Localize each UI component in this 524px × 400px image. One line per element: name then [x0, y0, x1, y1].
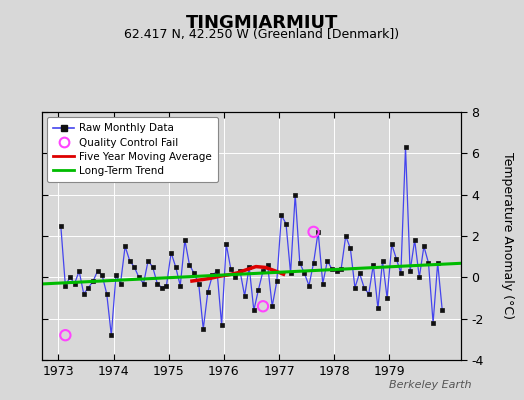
Line: Raw Monthly Data: Raw Monthly Data [59, 145, 444, 337]
Five Year Moving Average [271, 268, 278, 273]
Raw Monthly Data [232, 275, 238, 280]
Five Year Moving Average [198, 278, 204, 282]
Text: TINGMIARMIUT: TINGMIARMIUT [186, 14, 338, 32]
Line: Five Year Moving Average: Five Year Moving Average [192, 266, 283, 281]
Quality Control Fail [61, 332, 70, 338]
Legend: Raw Monthly Data, Quality Control Fail, Five Year Moving Average, Long-Term Tren: Raw Monthly Data, Quality Control Fail, … [47, 117, 219, 182]
Five Year Moving Average [280, 272, 287, 277]
Five Year Moving Average [235, 270, 241, 275]
Raw Monthly Data [108, 333, 114, 338]
Five Year Moving Average [189, 279, 195, 284]
Raw Monthly Data [439, 308, 445, 313]
Text: Berkeley Earth: Berkeley Earth [389, 380, 472, 390]
Five Year Moving Average [244, 267, 250, 272]
Raw Monthly Data [62, 283, 69, 288]
Y-axis label: Temperature Anomaly (°C): Temperature Anomaly (°C) [500, 152, 514, 320]
Raw Monthly Data [58, 223, 64, 228]
Five Year Moving Average [216, 274, 223, 279]
Five Year Moving Average [253, 264, 259, 269]
Raw Monthly Data [352, 285, 358, 290]
Quality Control Fail [309, 229, 318, 235]
Text: 62.417 N, 42.250 W (Greenland [Denmark]): 62.417 N, 42.250 W (Greenland [Denmark]) [124, 28, 400, 41]
Raw Monthly Data [81, 292, 87, 296]
Quality Control Fail [259, 303, 267, 310]
Five Year Moving Average [225, 272, 232, 277]
Five Year Moving Average [262, 265, 268, 270]
Five Year Moving Average [207, 276, 213, 281]
Raw Monthly Data [250, 308, 257, 313]
Raw Monthly Data [370, 262, 376, 267]
Raw Monthly Data [402, 145, 409, 150]
